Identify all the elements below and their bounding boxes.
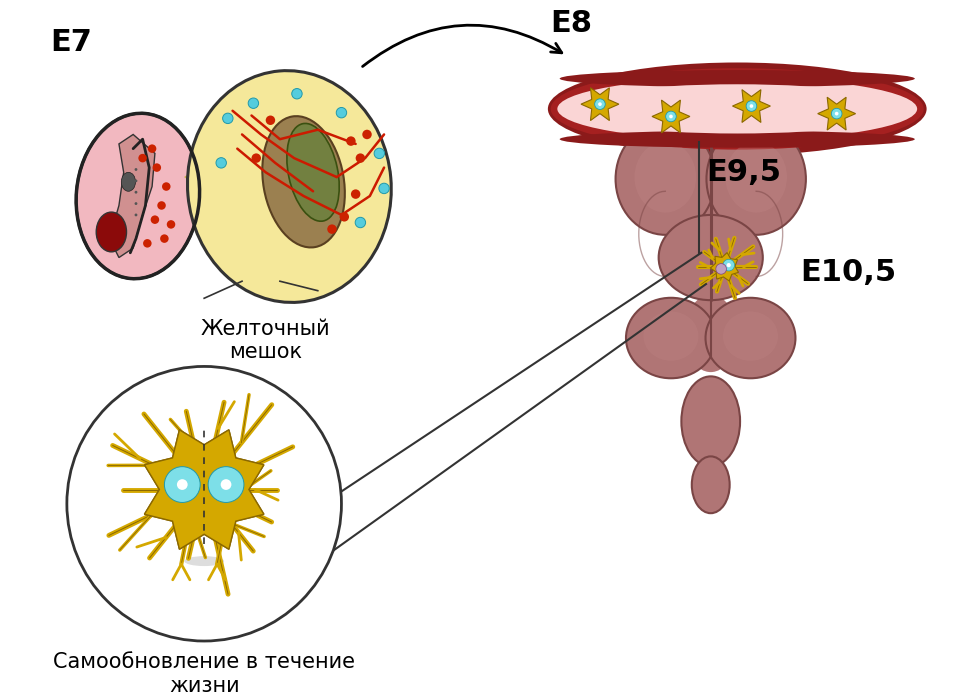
Circle shape — [208, 467, 244, 503]
Circle shape — [351, 190, 360, 199]
Ellipse shape — [187, 70, 391, 302]
Circle shape — [67, 367, 342, 641]
Circle shape — [135, 168, 138, 171]
Ellipse shape — [634, 141, 696, 213]
Ellipse shape — [559, 130, 915, 148]
Circle shape — [746, 101, 756, 112]
Circle shape — [346, 137, 355, 146]
Ellipse shape — [557, 77, 917, 140]
Circle shape — [164, 467, 200, 503]
Circle shape — [379, 183, 389, 194]
Circle shape — [223, 113, 233, 123]
Circle shape — [598, 102, 602, 106]
Circle shape — [327, 224, 337, 234]
Ellipse shape — [76, 114, 200, 279]
Circle shape — [150, 215, 159, 224]
Circle shape — [139, 154, 146, 162]
Circle shape — [594, 99, 605, 109]
Ellipse shape — [643, 312, 699, 361]
Circle shape — [177, 479, 187, 490]
Text: Самообновление в течение
жизни: Самообновление в течение жизни — [53, 652, 355, 696]
Ellipse shape — [562, 84, 913, 134]
Polygon shape — [144, 430, 264, 549]
Polygon shape — [652, 100, 690, 133]
Ellipse shape — [626, 298, 716, 378]
Text: E7: E7 — [50, 29, 92, 57]
Text: E8: E8 — [549, 8, 591, 38]
Circle shape — [832, 108, 842, 119]
Circle shape — [340, 212, 349, 222]
FancyArrowPatch shape — [362, 25, 562, 66]
Polygon shape — [733, 90, 770, 123]
Circle shape — [221, 479, 231, 490]
Circle shape — [670, 114, 672, 118]
Circle shape — [374, 148, 385, 159]
Ellipse shape — [287, 123, 340, 221]
Ellipse shape — [616, 123, 715, 235]
Polygon shape — [109, 135, 155, 258]
Circle shape — [355, 153, 365, 163]
Circle shape — [160, 234, 169, 243]
Polygon shape — [144, 430, 264, 549]
Circle shape — [666, 111, 676, 122]
Ellipse shape — [725, 141, 787, 213]
Ellipse shape — [97, 212, 127, 252]
Text: Желточный
мешок: Желточный мешок — [201, 319, 331, 362]
Ellipse shape — [692, 457, 730, 513]
Text: E9,5: E9,5 — [706, 158, 781, 187]
Circle shape — [157, 201, 166, 210]
Circle shape — [292, 89, 303, 99]
Ellipse shape — [559, 70, 915, 87]
Ellipse shape — [723, 312, 778, 361]
Circle shape — [143, 239, 151, 247]
Circle shape — [167, 220, 176, 229]
Ellipse shape — [263, 116, 345, 247]
Circle shape — [726, 263, 731, 267]
Circle shape — [715, 263, 726, 274]
Circle shape — [265, 116, 275, 125]
Circle shape — [135, 191, 138, 194]
Circle shape — [216, 158, 226, 168]
Ellipse shape — [184, 556, 224, 566]
Polygon shape — [818, 97, 856, 130]
Circle shape — [337, 107, 346, 118]
Circle shape — [750, 104, 753, 108]
Ellipse shape — [550, 68, 923, 150]
Circle shape — [834, 112, 838, 116]
Circle shape — [252, 153, 261, 163]
Ellipse shape — [682, 135, 739, 238]
Circle shape — [152, 163, 161, 172]
Polygon shape — [581, 88, 619, 121]
Text: E10,5: E10,5 — [800, 258, 897, 286]
Ellipse shape — [121, 172, 136, 191]
Circle shape — [147, 144, 156, 153]
Ellipse shape — [681, 376, 740, 466]
Polygon shape — [711, 252, 739, 281]
Ellipse shape — [548, 63, 926, 155]
Circle shape — [135, 213, 138, 216]
Circle shape — [248, 98, 259, 109]
Ellipse shape — [707, 123, 806, 235]
Circle shape — [362, 130, 372, 139]
Circle shape — [723, 259, 735, 271]
Circle shape — [135, 179, 138, 183]
Circle shape — [355, 217, 366, 228]
Ellipse shape — [659, 215, 763, 300]
Ellipse shape — [685, 294, 737, 372]
Circle shape — [135, 202, 138, 205]
Ellipse shape — [706, 298, 795, 378]
Circle shape — [162, 183, 171, 191]
